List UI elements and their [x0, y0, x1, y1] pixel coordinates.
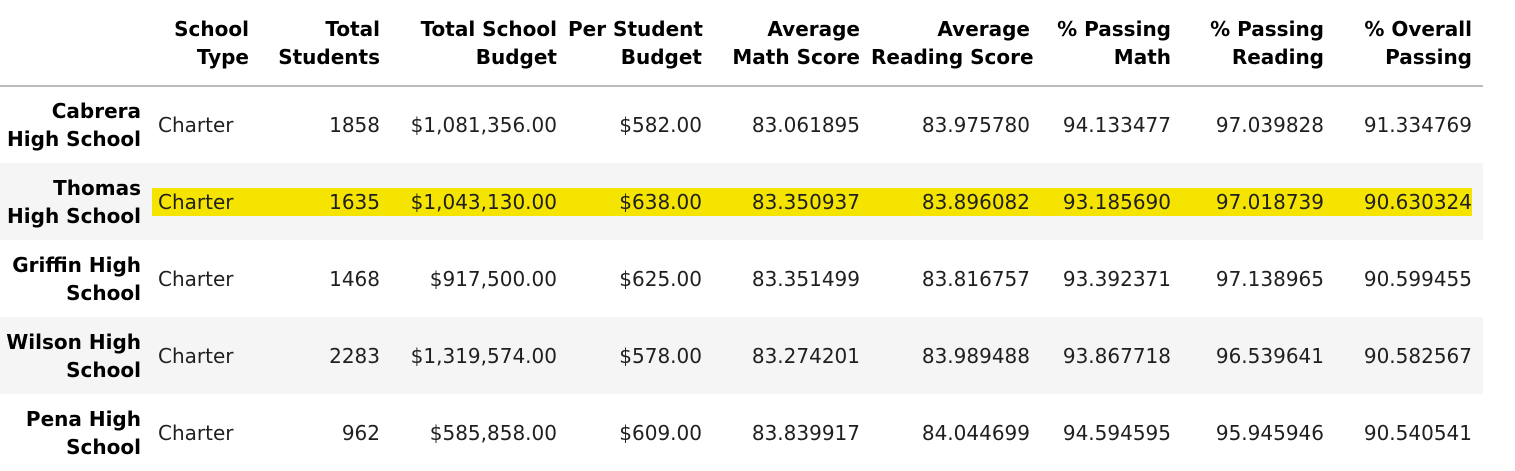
overall-passing-cell: 90.630324: [1335, 163, 1483, 240]
school-summary-table: School Type Total Students Total School …: [0, 0, 1483, 471]
average-math-score-cell: 83.274201: [751, 343, 860, 368]
header-row: School Type Total Students Total School …: [0, 0, 1483, 87]
passing-math-cell: 93.185690: [1041, 163, 1182, 240]
column-header-school-type: School Type: [152, 0, 260, 87]
per-student-budget-cell: $582.00: [619, 113, 702, 137]
passing-reading-cell: 97.138965: [1215, 266, 1324, 291]
total-students-cell: 2283: [329, 343, 380, 368]
column-header-total-school-budget: Total School Budget: [391, 0, 568, 87]
average-reading-score-cell: 84.044699: [921, 420, 1030, 445]
school-type-cell: Charter: [158, 420, 234, 445]
table-header: School Type Total Students Total School …: [0, 0, 1483, 87]
average-reading-score-cell: 83.816757: [921, 266, 1030, 291]
average-math-score-cell: 83.351499: [751, 266, 860, 291]
index-header: [0, 0, 152, 87]
total-students-cell: 1635: [260, 163, 391, 240]
passing-math-cell: 93.392371: [1062, 266, 1171, 291]
school-name-cell: Pena High School: [25, 406, 141, 459]
passing-reading-cell: 97.018739: [1182, 163, 1335, 240]
total-students-cell: 962: [341, 420, 380, 445]
table-row: Wilson High School Charter 2283 $1,319,574.0…: [0, 317, 1483, 394]
school-type-cell: Charter: [152, 163, 260, 240]
average-math-score-cell: 83.061895: [751, 113, 860, 137]
average-math-score-cell: 83.350937: [713, 163, 871, 240]
table-row: Griffin High School Charter 1468 $917,500.00…: [0, 240, 1483, 317]
passing-reading-cell: 95.945946: [1215, 420, 1324, 445]
average-reading-score-cell: 83.896082: [871, 163, 1041, 240]
per-student-budget-cell: $625.00: [619, 266, 702, 291]
overall-passing-cell: 90.582567: [1363, 343, 1472, 368]
column-header-per-student-budget: Per Student Budget: [568, 0, 713, 87]
passing-reading-cell: 96.539641: [1215, 343, 1324, 368]
per-student-budget-cell: $609.00: [619, 420, 702, 445]
average-reading-score-cell: 83.975780: [921, 113, 1030, 137]
total-students-cell: 1858: [329, 113, 380, 137]
table-row-highlighted: Thomas High School Charter 1635 $1,043,130.0…: [0, 163, 1483, 240]
total-school-budget-cell: $585,858.00: [429, 420, 557, 445]
table-row: Cabrera High School Charter 1858 $1,081,356.…: [0, 86, 1483, 163]
overall-passing-cell: 90.540541: [1363, 420, 1472, 445]
passing-math-cell: 94.594595: [1062, 420, 1171, 445]
passing-math-cell: 94.133477: [1062, 113, 1171, 137]
school-type-cell: Charter: [158, 266, 234, 291]
column-header-average-reading-score: Average Reading Score: [871, 0, 1041, 87]
total-students-cell: 1468: [329, 266, 380, 291]
per-student-budget-cell: $578.00: [619, 343, 702, 368]
table-body: Cabrera High School Charter 1858 $1,081,356.…: [0, 86, 1483, 471]
column-header-overall-passing: % Overall Passing: [1335, 0, 1483, 87]
average-reading-score-cell: 83.989488: [921, 343, 1030, 368]
column-header-passing-reading: % Passing Reading: [1182, 0, 1335, 87]
total-school-budget-cell: $1,043,130.00: [391, 163, 568, 240]
total-school-budget-cell: $917,500.00: [429, 266, 557, 291]
total-school-budget-cell: $1,319,574.00: [410, 343, 557, 368]
school-name-cell: Thomas High School: [7, 175, 141, 228]
school-type-cell: Charter: [158, 113, 234, 137]
passing-reading-cell: 97.039828: [1215, 113, 1324, 137]
school-type-cell: Charter: [158, 343, 234, 368]
average-math-score-cell: 83.839917: [751, 420, 860, 445]
column-header-passing-math: % Passing Math: [1041, 0, 1182, 87]
school-name-cell: Cabrera High School: [7, 99, 141, 151]
per-student-budget-cell: $638.00: [568, 163, 713, 240]
overall-passing-cell: 91.334769: [1363, 113, 1472, 137]
total-school-budget-cell: $1,081,356.00: [410, 113, 557, 137]
column-header-average-math-score: Average Math Score: [713, 0, 871, 87]
table-row: Pena High School Charter 962 $585,858.00 $609…: [0, 394, 1483, 471]
column-header-total-students: Total Students: [260, 0, 391, 87]
school-name-cell: Wilson High School: [6, 329, 141, 382]
school-name-cell: Griffin High School: [12, 252, 141, 305]
passing-math-cell: 93.867718: [1062, 343, 1171, 368]
overall-passing-cell: 90.599455: [1363, 266, 1472, 291]
